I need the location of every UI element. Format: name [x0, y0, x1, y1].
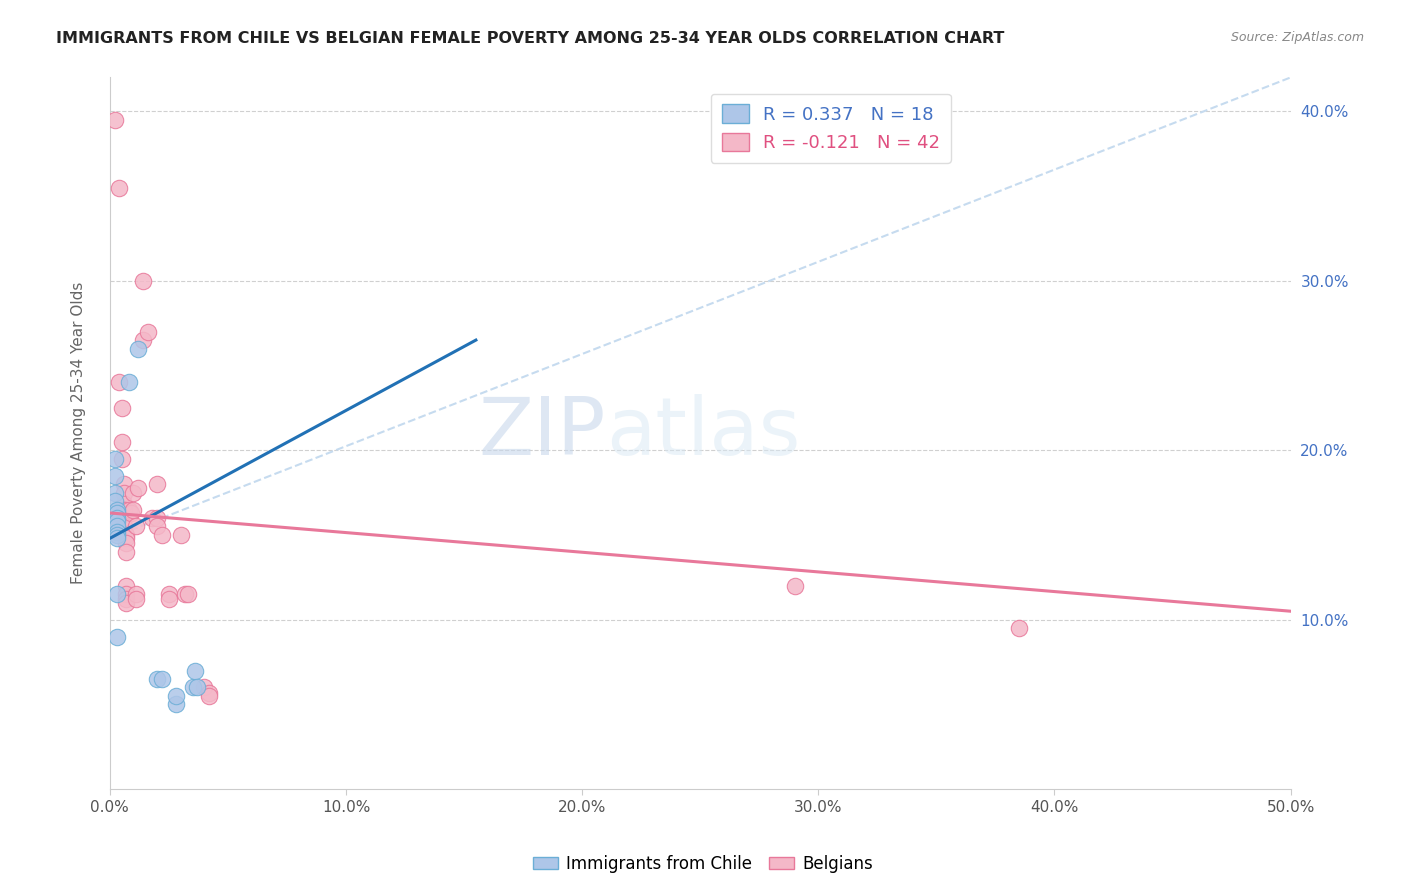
Point	[115, 587, 138, 601]
Legend: R = 0.337   N = 18, R = -0.121   N = 42: R = 0.337 N = 18, R = -0.121 N = 42	[711, 94, 950, 163]
Point	[105, 519, 128, 533]
Point	[125, 592, 148, 607]
Point	[157, 592, 180, 607]
Point	[150, 672, 173, 686]
Point	[111, 451, 134, 466]
Point	[105, 511, 128, 525]
Point	[115, 592, 138, 607]
Y-axis label: Female Poverty Among 25-34 Year Olds: Female Poverty Among 25-34 Year Olds	[72, 282, 86, 584]
Point	[105, 630, 128, 644]
Point	[198, 685, 221, 699]
Point	[146, 672, 169, 686]
Point	[177, 587, 200, 601]
Point	[146, 511, 169, 525]
Point	[103, 494, 125, 508]
Point	[112, 502, 135, 516]
Point	[157, 587, 180, 601]
Point	[120, 506, 142, 520]
Point	[115, 545, 138, 559]
Point	[146, 519, 169, 533]
Point	[184, 664, 207, 678]
Point	[146, 477, 169, 491]
Point	[108, 180, 131, 194]
Point	[125, 519, 148, 533]
Point	[1008, 621, 1031, 635]
Point	[141, 511, 163, 525]
Point	[122, 485, 145, 500]
Point	[105, 502, 128, 516]
Point	[132, 333, 155, 347]
Point	[115, 528, 138, 542]
Point	[783, 579, 806, 593]
Text: atlas: atlas	[606, 394, 800, 472]
Point	[118, 502, 141, 516]
Point	[165, 698, 187, 712]
Point	[181, 681, 204, 695]
Point	[112, 519, 135, 533]
Point	[115, 536, 138, 550]
Point	[111, 434, 134, 449]
Point	[118, 376, 141, 390]
Point	[115, 579, 138, 593]
Point	[193, 681, 215, 695]
Point	[165, 689, 187, 703]
Point	[112, 511, 135, 525]
Point	[174, 587, 197, 601]
Text: IMMIGRANTS FROM CHILE VS BELGIAN FEMALE POVERTY AMONG 25-34 YEAR OLDS CORRELATIO: IMMIGRANTS FROM CHILE VS BELGIAN FEMALE …	[56, 31, 1005, 46]
Point	[112, 477, 135, 491]
Point	[105, 515, 128, 529]
Point	[105, 528, 128, 542]
Point	[105, 587, 128, 601]
Point	[127, 481, 149, 495]
Point	[108, 376, 131, 390]
Point	[125, 587, 148, 601]
Point	[186, 681, 208, 695]
Text: Source: ZipAtlas.com: Source: ZipAtlas.com	[1230, 31, 1364, 45]
Point	[105, 532, 128, 546]
Text: ZIP: ZIP	[478, 394, 606, 472]
Point	[103, 468, 125, 483]
Point	[127, 342, 149, 356]
Point	[132, 274, 155, 288]
Point	[111, 401, 134, 415]
Point	[198, 689, 221, 703]
Point	[112, 485, 135, 500]
Point	[136, 325, 159, 339]
Point	[170, 528, 193, 542]
Point	[105, 524, 128, 539]
Point	[115, 596, 138, 610]
Point	[112, 498, 135, 512]
Legend: Immigrants from Chile, Belgians: Immigrants from Chile, Belgians	[526, 848, 880, 880]
Point	[122, 502, 145, 516]
Point	[105, 506, 128, 520]
Point	[150, 528, 173, 542]
Point	[103, 451, 125, 466]
Point	[115, 532, 138, 546]
Point	[103, 112, 125, 127]
Point	[103, 485, 125, 500]
